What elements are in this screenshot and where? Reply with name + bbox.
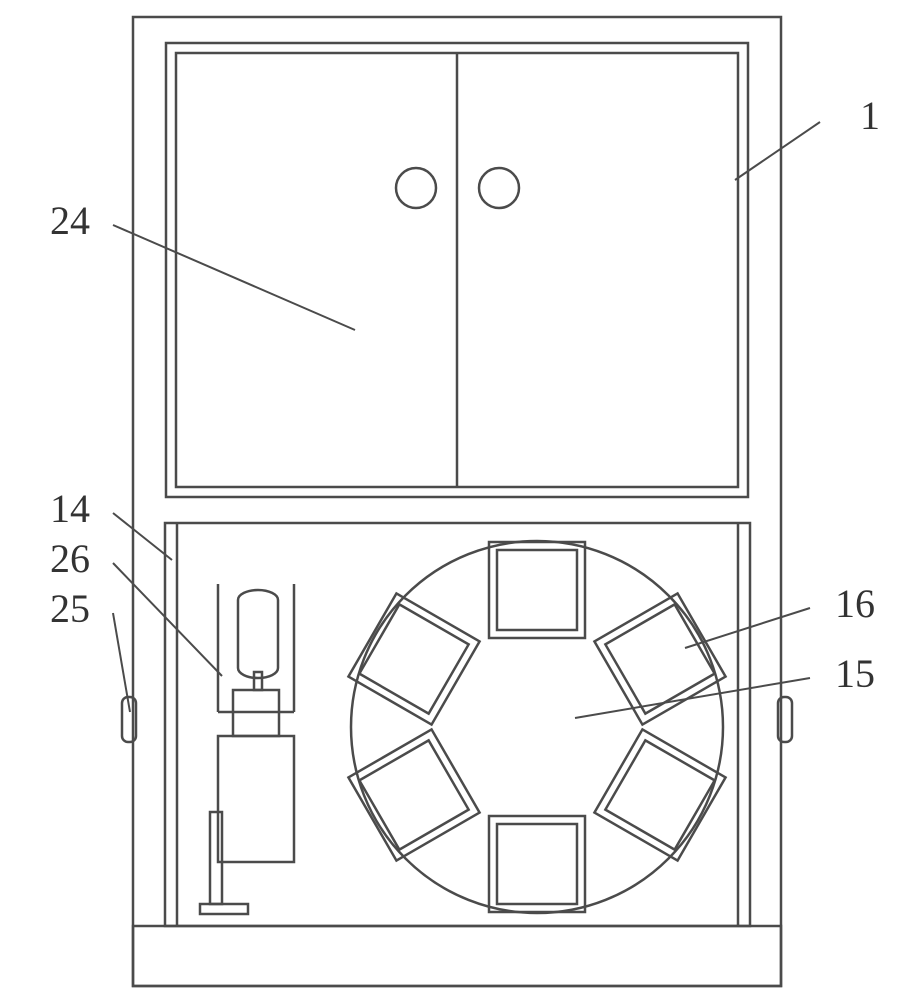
callout-label-1: 1 <box>860 93 880 138</box>
callout-label-14: 14 <box>50 486 90 531</box>
callout-label-24: 24 <box>50 198 90 243</box>
callout-label-25: 25 <box>50 586 90 631</box>
callout-label-26: 26 <box>50 536 90 581</box>
callout-label-16: 16 <box>835 581 875 626</box>
callout-label-15: 15 <box>835 651 875 696</box>
